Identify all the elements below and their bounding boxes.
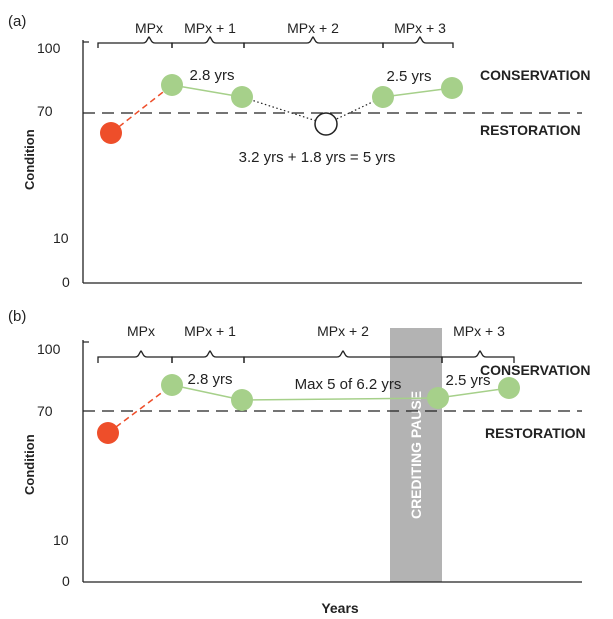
data-point-restoration — [100, 122, 122, 144]
data-point-conservation — [441, 77, 463, 99]
period-label-mpx: MPx — [127, 323, 155, 339]
segment-conservation-2 — [382, 87, 453, 98]
period-brackets — [97, 36, 454, 48]
panel-a-label: (a) — [8, 13, 26, 30]
y-axis-title: Condition — [22, 434, 37, 495]
segment-conservation-1 — [171, 384, 243, 401]
annotation-sum: 3.2 yrs + 1.8 yrs = 5 yrs — [239, 149, 396, 166]
data-point-conservation — [161, 374, 183, 396]
panel-b: (b) CREDITING PAUSE 100 70 10 0 Conditio… — [8, 308, 590, 616]
data-point-conservation — [231, 86, 253, 108]
period-label-mpx-3: MPx + 3 — [394, 20, 446, 36]
period-label-mpx-1: MPx + 1 — [184, 323, 236, 339]
zone-label-conservation: CONSERVATION — [480, 362, 590, 378]
segment-restoration-to-conservation — [110, 84, 173, 134]
data-point-conservation — [231, 389, 253, 411]
zone-label-restoration: RESTORATION — [485, 425, 586, 441]
zone-label-restoration: RESTORATION — [480, 122, 581, 138]
ytick-label-0: 0 — [62, 274, 70, 290]
data-point-conservation — [498, 377, 520, 399]
period-brackets — [97, 350, 515, 363]
period-label-mpx-3: MPx + 3 — [453, 323, 505, 339]
data-point-restoration — [97, 422, 119, 444]
crediting-pause-label: CREDITING PAUSE — [408, 391, 424, 519]
x-axis-title: Years — [321, 600, 359, 616]
annotation-2-8-yrs: 2.8 yrs — [187, 371, 232, 388]
annotation-2-5-yrs: 2.5 yrs — [445, 372, 490, 389]
data-point-conservation — [372, 86, 394, 108]
data-point-conservation — [427, 387, 449, 409]
annotation-max-5-of-6-2-yrs: Max 5 of 6.2 yrs — [295, 376, 402, 393]
ytick-label-10: 10 — [53, 230, 69, 246]
ytick-label-100: 100 — [37, 40, 61, 56]
panel-a: (a) 100 70 10 0 Condition CONSERVATION R… — [8, 13, 590, 290]
zone-label-conservation: CONSERVATION — [480, 67, 590, 83]
period-label-mpx: MPx — [135, 20, 163, 36]
period-label-mpx-1: MPx + 1 — [184, 20, 236, 36]
crediting-pause-band — [390, 328, 442, 582]
segment-conservation-1 — [171, 84, 243, 98]
panel-b-label: (b) — [8, 308, 26, 325]
y-axis-title: Condition — [22, 129, 37, 190]
segment-conservation-flat — [241, 397, 439, 401]
ytick-label-70: 70 — [37, 403, 53, 419]
annotation-2-8-yrs: 2.8 yrs — [189, 67, 234, 84]
segment-restoration-to-conservation — [107, 384, 173, 434]
ytick-label-0: 0 — [62, 573, 70, 589]
segment-conservation-2 — [437, 387, 510, 399]
ytick-label-70: 70 — [37, 103, 53, 119]
period-label-mpx-2: MPx + 2 — [317, 323, 369, 339]
ytick-label-10: 10 — [53, 532, 69, 548]
period-label-mpx-2: MPx + 2 — [287, 20, 339, 36]
data-point-conservation — [161, 74, 183, 96]
segment-dotted-drop — [241, 96, 327, 125]
data-point-hollow — [314, 112, 338, 136]
ytick-label-100: 100 — [37, 341, 61, 357]
annotation-2-5-yrs: 2.5 yrs — [386, 68, 431, 85]
